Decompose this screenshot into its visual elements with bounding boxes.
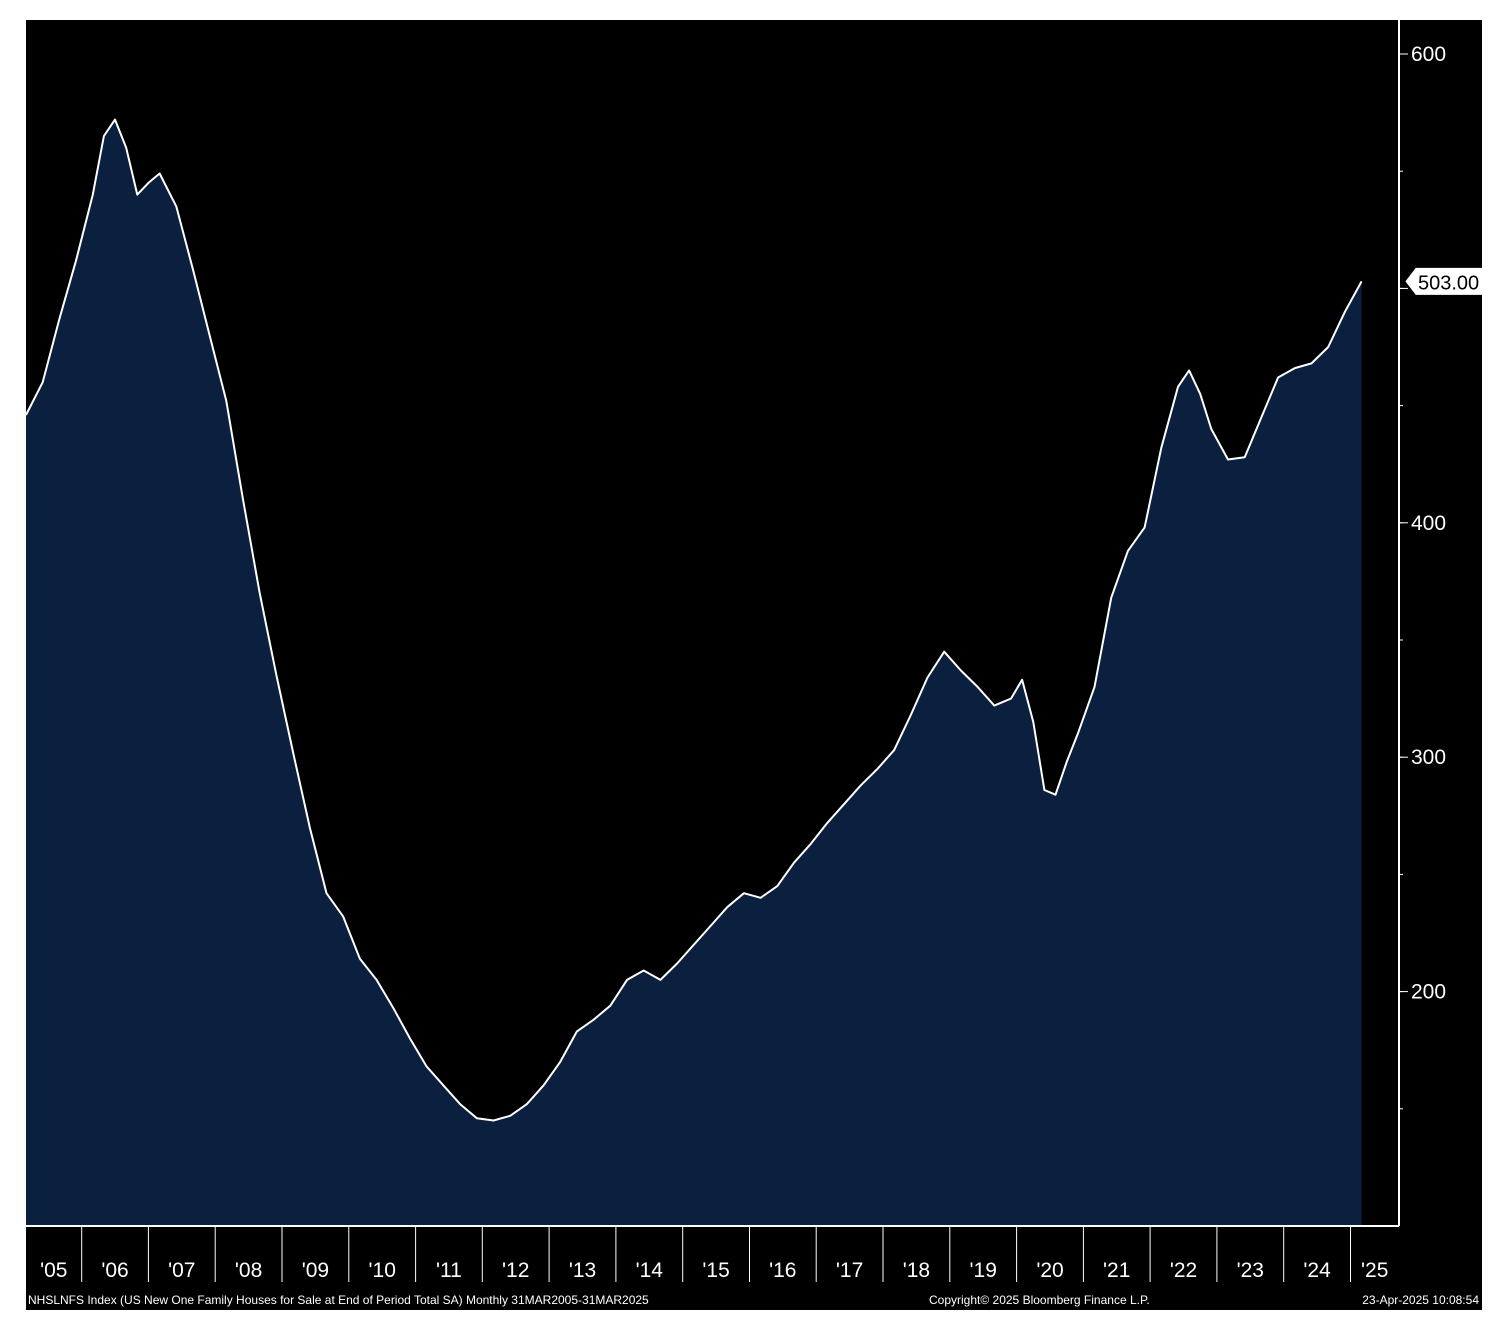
x-tick-label: '19 <box>970 1259 997 1282</box>
footer-series-description: NHSLNFS Index (US New One Family Houses … <box>28 1293 649 1307</box>
x-tick-label: '24 <box>1303 1259 1331 1282</box>
x-tick-label: '06 <box>101 1259 128 1282</box>
x-tick-label: '09 <box>302 1259 329 1282</box>
series-area-fill <box>26 119 1362 1227</box>
y-tick-label: 600 <box>1411 43 1446 66</box>
x-tick-label: '10 <box>369 1259 396 1282</box>
x-tick-label: '15 <box>702 1259 729 1282</box>
x-tick-label: '16 <box>769 1259 796 1282</box>
x-tick-label: '20 <box>1036 1259 1063 1282</box>
last-value-label: 503.00 <box>1418 272 1479 294</box>
x-tick-label: '05 <box>40 1259 67 1282</box>
footer-copyright: Copyright© 2025 Bloomberg Finance L.P. <box>929 1293 1150 1307</box>
area-chart: '05 '06 '07 '08 '09 '10 '11 '12 '13 '14 '15 '16 '17 '… <box>26 20 1482 1282</box>
y-tick-label: 300 <box>1411 746 1446 769</box>
x-tick-label: '17 <box>836 1259 863 1282</box>
x-tick-label: '25 <box>1361 1259 1388 1282</box>
y-tick-label: 200 <box>1411 981 1446 1004</box>
x-axis: '05 '06 '07 '08 '09 '10 '11 '12 '13 '14 '15 '16 '17 '… <box>26 1225 1399 1282</box>
plot-area <box>26 118 1363 1227</box>
y-tick-label: 400 <box>1411 512 1446 535</box>
last-value-badge <box>1405 267 1482 295</box>
x-tick-label: '13 <box>569 1259 596 1282</box>
x-tick-label: '08 <box>235 1259 262 1282</box>
y-axis: 200 300 400 600 503.00 <box>1398 20 1482 1226</box>
x-tick-label: '12 <box>502 1259 529 1282</box>
x-tick-label: '18 <box>903 1259 930 1282</box>
x-tick-label: '07 <box>168 1259 195 1282</box>
series-line <box>26 118 1363 1122</box>
footer-timestamp: 23-Apr-2025 10:08:54 <box>1362 1293 1479 1307</box>
x-tick-label: '14 <box>636 1259 664 1282</box>
chart-panel: '05 '06 '07 '08 '09 '10 '11 '12 '13 '14 '15 '16 '17 '… <box>26 20 1482 1310</box>
x-tick-label: '11 <box>436 1259 462 1282</box>
x-tick-label: '22 <box>1170 1259 1197 1282</box>
x-tick-label: '23 <box>1237 1259 1264 1282</box>
x-tick-label: '21 <box>1103 1259 1130 1282</box>
